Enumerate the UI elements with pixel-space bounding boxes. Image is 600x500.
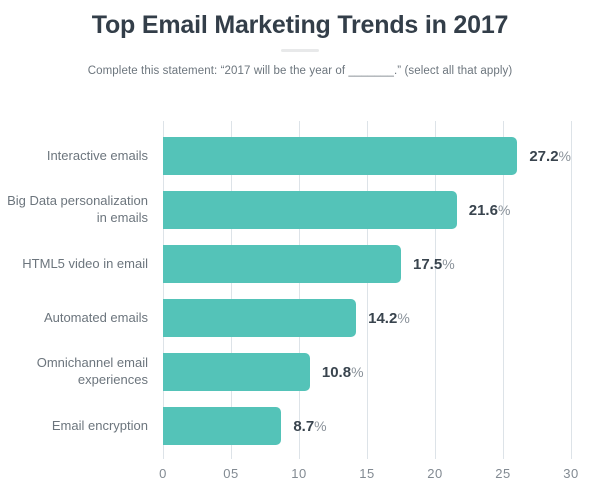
category-label: Big Data personalization in emails [7, 193, 148, 225]
gridline [231, 121, 232, 459]
bar-row: 17.5% [163, 245, 571, 283]
plot-grid: 27.2% 21.6% 17.5% 14.2% 10.8% [163, 121, 572, 459]
x-axis-tick: 10 [291, 466, 307, 481]
bar-row: 27.2% [163, 137, 571, 175]
category-label: HTML5 video in email [22, 255, 148, 271]
value-label: 17.5% [413, 255, 455, 273]
percent-sign: % [558, 147, 571, 164]
gridline [435, 121, 436, 459]
bar-email-encryption [163, 407, 282, 445]
x-axis-tick: 25 [495, 466, 511, 481]
percent-sign: % [442, 255, 455, 272]
title-divider [281, 49, 319, 52]
gridline [298, 121, 300, 459]
bar-row: 21.6% [163, 191, 571, 229]
x-axis-tick: 0 [159, 466, 167, 481]
bar-automated-emails [163, 299, 357, 337]
gridline [163, 121, 164, 459]
category-label: Automated emails [43, 309, 148, 325]
plot-area: 27.2% 21.6% 17.5% 14.2% 10.8% [159, 121, 578, 486]
x-axis-tick: 15 [359, 466, 375, 481]
percent-sign: % [351, 363, 364, 380]
category-label: Interactive emails [46, 147, 148, 163]
bar-big-data-personalization [163, 191, 457, 229]
value-label: 8.7% [293, 417, 327, 435]
chart-subtitle: Complete this statement: “2017 will be t… [87, 65, 513, 77]
page-title: Top Email Marketing Trends in 2017 [91, 11, 509, 39]
bar-html5-video [163, 245, 401, 283]
bar-omnichannel-email [163, 353, 310, 391]
x-axis-tick: 30 [563, 466, 579, 481]
x-axis-tick: 05 [223, 466, 239, 481]
x-axis: 0 05 10 15 20 25 30 [159, 466, 578, 486]
gridline [502, 121, 504, 459]
value-label: 10.8% [321, 363, 364, 381]
gridline [571, 121, 572, 459]
percent-sign: % [397, 309, 410, 326]
bar-row: 14.2% [163, 299, 571, 337]
category-label: Email encryption [51, 417, 148, 433]
gridline [367, 121, 368, 459]
chart-header: Top Email Marketing Trends in 2017 Compl… [0, 0, 600, 77]
value-label: 21.6% [468, 201, 511, 219]
value-label: 27.2% [529, 147, 571, 165]
category-label: Omnichannel email experiences [36, 355, 148, 387]
bar-rows: 27.2% 21.6% 17.5% 14.2% 10.8% [163, 137, 571, 445]
bar-row: 8.7% [163, 407, 571, 445]
bar-row: 10.8% [163, 353, 571, 391]
bar-chart: Interactive emails Big Data personalizat… [0, 121, 600, 486]
bar-interactive-emails [163, 137, 518, 175]
x-axis-tick: 20 [427, 466, 443, 481]
percent-sign: % [497, 201, 511, 218]
value-label: 14.2% [368, 309, 410, 327]
percent-sign: % [314, 417, 327, 434]
category-axis: Interactive emails Big Data personalizat… [0, 121, 163, 445]
